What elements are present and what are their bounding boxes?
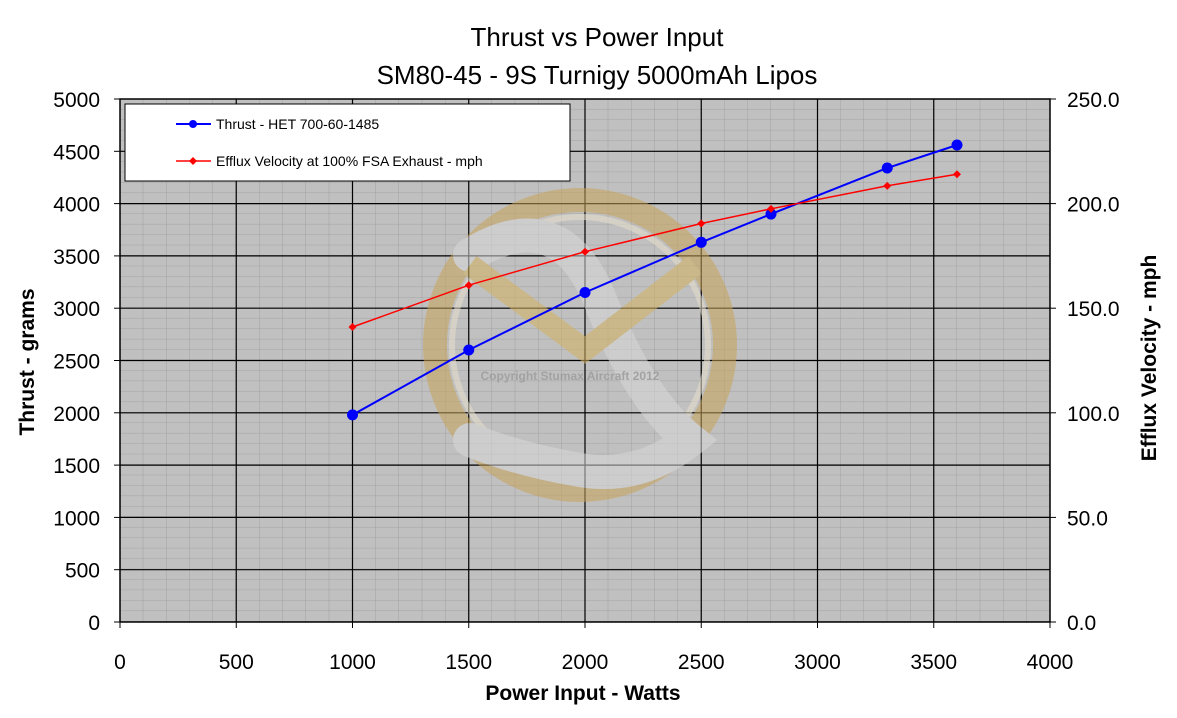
y2-tick-label: 0.0 [1067,612,1096,635]
x-tick-label: 3500 [910,651,957,674]
y-tick-label: 2500 [53,351,100,374]
thrust-point [463,344,475,356]
efflux-point [581,247,589,256]
y2-axis-label: Efflux Velocity - mph [1138,255,1161,462]
y-tick-label: 1500 [53,455,100,478]
thrust-point [951,139,963,151]
logo-s-shape [453,218,718,489]
x-tick-label: 2500 [678,651,725,674]
y-tick-label: 4000 [53,194,100,217]
y2-tick-label: 250.0 [1067,89,1120,112]
y-axis-label: Thrust - grams [16,288,39,435]
x-tick-label: 2000 [562,651,609,674]
y2-tick-label: 200.0 [1067,194,1120,217]
chart-subtitle: SM80-45 - 9S Turnigy 5000mAh Lipos [377,60,818,90]
watermark-text: Copyright Stumax Aircraft 2012 [481,369,660,383]
x-tick-label: 0 [114,651,126,674]
thrust-point [695,236,707,248]
thrust-point [881,162,893,174]
x-tick-label: 3000 [794,651,841,674]
x-axis-ticks: 0 500 1000 1500 2000 2500 3000 3500 4000 [114,622,1073,674]
legend: Thrust - HET 700-60-1485 Efflux Velocity… [124,103,571,182]
logo-ring [423,188,737,502]
plot-area: Copyright Stumax Aircraft 2012 [119,98,1051,623]
y-tick-label: 3500 [53,246,100,269]
y-tick-label: 4500 [53,141,100,164]
y2-tick-label: 50.0 [1067,507,1108,530]
efflux-point [883,181,892,190]
y-tick-label: 2000 [53,403,100,426]
logo-v-shape [463,256,702,364]
legend-box [124,103,571,182]
x-axis-label: Power Input - Watts [485,682,680,705]
efflux-point [464,281,473,290]
legend-thrust-label: Thrust - HET 700-60-1485 [216,116,379,132]
thrust-point [579,287,591,299]
y-tick-label: 3000 [53,298,100,321]
efflux-point [767,204,775,213]
watermark-logo: Copyright Stumax Aircraft 2012 [423,188,737,502]
x-tick-label: 4000 [1027,651,1074,674]
thrust-point [765,208,777,220]
y2-tick-label: 150.0 [1067,298,1120,321]
y-tick-label: 5000 [53,89,100,112]
y-tick-label: 0 [88,612,100,635]
y-tick-label: 1000 [53,507,100,530]
efflux-point [697,219,706,228]
y-tick-label: 500 [65,560,100,583]
legend-efflux-label: Efflux Velocity at 100% FSA Exhaust - mp… [216,153,483,169]
chart-title: Thrust vs Power Input [471,22,725,52]
thrust-point [347,409,358,421]
series-layer [347,139,963,421]
legend-thrust-marker [189,120,197,128]
x-tick-label: 1500 [445,651,492,674]
x-tick-label: 1000 [329,651,376,674]
y2-tick-label: 100.0 [1067,403,1120,426]
x-tick-label: 500 [219,651,254,674]
y2-axis-ticks: 0.0 50.0 100.0 150.0 200.0 250.0 [1050,89,1120,635]
legend-efflux-marker [189,157,197,165]
efflux-point [348,323,357,332]
y-axis-ticks: 0 500 1000 1500 2000 2500 3000 3500 4000 4500 5000 [53,89,120,635]
efflux-point [953,170,961,179]
